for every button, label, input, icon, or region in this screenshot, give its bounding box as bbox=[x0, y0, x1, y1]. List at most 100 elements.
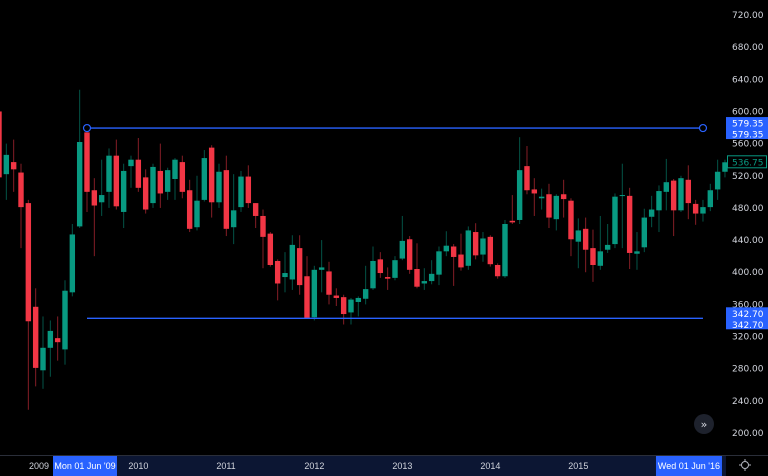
candle bbox=[472, 223, 479, 260]
price-tick-label: 200.00 bbox=[732, 429, 764, 439]
candle bbox=[186, 179, 193, 233]
candle-body bbox=[392, 260, 398, 278]
candle-body bbox=[722, 162, 728, 172]
candle-body bbox=[135, 159, 142, 188]
candle bbox=[135, 137, 142, 192]
candle bbox=[142, 169, 149, 214]
candle bbox=[355, 296, 362, 317]
line-handle-start[interactable] bbox=[82, 123, 92, 133]
candle bbox=[663, 158, 670, 211]
candle bbox=[18, 163, 24, 249]
price-label-tag bbox=[726, 117, 768, 140]
candle bbox=[91, 178, 98, 257]
price-tick-label: 680.00 bbox=[732, 43, 764, 53]
time-tick-label: 2013 bbox=[392, 461, 412, 471]
candle-body bbox=[436, 251, 442, 275]
candle-body bbox=[128, 159, 134, 167]
candle bbox=[714, 159, 721, 200]
candle bbox=[685, 165, 692, 220]
candle bbox=[216, 163, 222, 208]
candle bbox=[98, 159, 105, 216]
candle bbox=[634, 232, 640, 270]
candle-body bbox=[648, 209, 655, 217]
candle bbox=[553, 194, 560, 231]
candle-body bbox=[362, 289, 369, 299]
candle bbox=[84, 128, 90, 212]
candle-body bbox=[91, 190, 98, 206]
candle-body bbox=[106, 155, 112, 192]
price-tick-label: 520.00 bbox=[732, 172, 764, 182]
candle-body bbox=[443, 245, 450, 252]
candle bbox=[296, 235, 303, 295]
candle-body bbox=[245, 176, 252, 204]
candle-body bbox=[164, 170, 171, 192]
candle bbox=[575, 218, 582, 269]
candle bbox=[414, 243, 420, 289]
candle-body bbox=[208, 147, 215, 203]
candle-body bbox=[274, 260, 281, 284]
candle-body bbox=[619, 195, 626, 197]
candle-body bbox=[201, 158, 208, 200]
candle bbox=[612, 193, 618, 249]
candle-body bbox=[289, 244, 296, 280]
candle bbox=[443, 231, 450, 257]
candle-body bbox=[296, 248, 303, 286]
line-handle-end[interactable] bbox=[698, 123, 708, 133]
drawings-layer[interactable] bbox=[82, 123, 708, 319]
price-tick-label: 400.00 bbox=[732, 268, 764, 278]
candle bbox=[238, 170, 244, 212]
candle-body bbox=[553, 195, 560, 220]
candle bbox=[252, 203, 259, 229]
candle-body bbox=[714, 171, 721, 190]
candle bbox=[524, 146, 530, 195]
candle-body bbox=[450, 246, 457, 257]
candle-body bbox=[384, 277, 391, 279]
candle-body bbox=[634, 251, 640, 254]
candle-body bbox=[25, 203, 32, 322]
candle-body bbox=[142, 177, 149, 210]
candle bbox=[531, 178, 538, 216]
candle bbox=[450, 244, 457, 286]
candle bbox=[399, 215, 406, 261]
price-label-text: 579.35 bbox=[732, 120, 764, 130]
candle bbox=[194, 175, 200, 231]
candle bbox=[54, 316, 61, 361]
candle-body bbox=[626, 195, 633, 253]
candle-body bbox=[458, 254, 464, 268]
candle bbox=[172, 158, 178, 200]
candle bbox=[436, 246, 442, 286]
time-tick-label: 2014 bbox=[480, 461, 500, 471]
price-label-tag bbox=[726, 307, 768, 330]
time-tick-label: 2010 bbox=[128, 461, 148, 471]
time-axis[interactable]: 2009 2010 2011 2012 2013 2014 2015 Mon 01 Jun '… bbox=[0, 455, 768, 476]
scroll-to-realtime-button[interactable]: » bbox=[694, 414, 714, 434]
candle bbox=[223, 155, 230, 237]
candle bbox=[480, 232, 486, 262]
double-chevron-right-icon: » bbox=[701, 418, 708, 431]
candle-body bbox=[414, 269, 420, 287]
candle-body bbox=[3, 154, 10, 175]
candle bbox=[546, 183, 552, 229]
settings-button[interactable] bbox=[739, 459, 751, 471]
candle bbox=[406, 236, 413, 274]
candle-body bbox=[186, 190, 193, 229]
candle-body bbox=[120, 170, 127, 212]
candle-body bbox=[304, 276, 310, 319]
candle bbox=[10, 139, 17, 192]
price-axis[interactable]: 720.00 680.00 640.00 600.00 560.00 520.00 480.… bbox=[726, 11, 768, 439]
candle bbox=[604, 224, 611, 253]
candle bbox=[656, 185, 662, 233]
candle bbox=[362, 265, 369, 305]
price-tick-label: 240.00 bbox=[732, 397, 764, 407]
candle bbox=[670, 178, 677, 237]
candle-body bbox=[568, 200, 574, 240]
time-tick-label: 2011 bbox=[216, 461, 235, 471]
selected-range-band bbox=[54, 456, 726, 476]
candle bbox=[230, 174, 237, 245]
candle bbox=[590, 229, 596, 282]
price-tick-label: 640.00 bbox=[732, 75, 764, 85]
candle-body bbox=[582, 228, 589, 250]
candles-layer bbox=[0, 89, 728, 410]
candle bbox=[282, 252, 288, 293]
